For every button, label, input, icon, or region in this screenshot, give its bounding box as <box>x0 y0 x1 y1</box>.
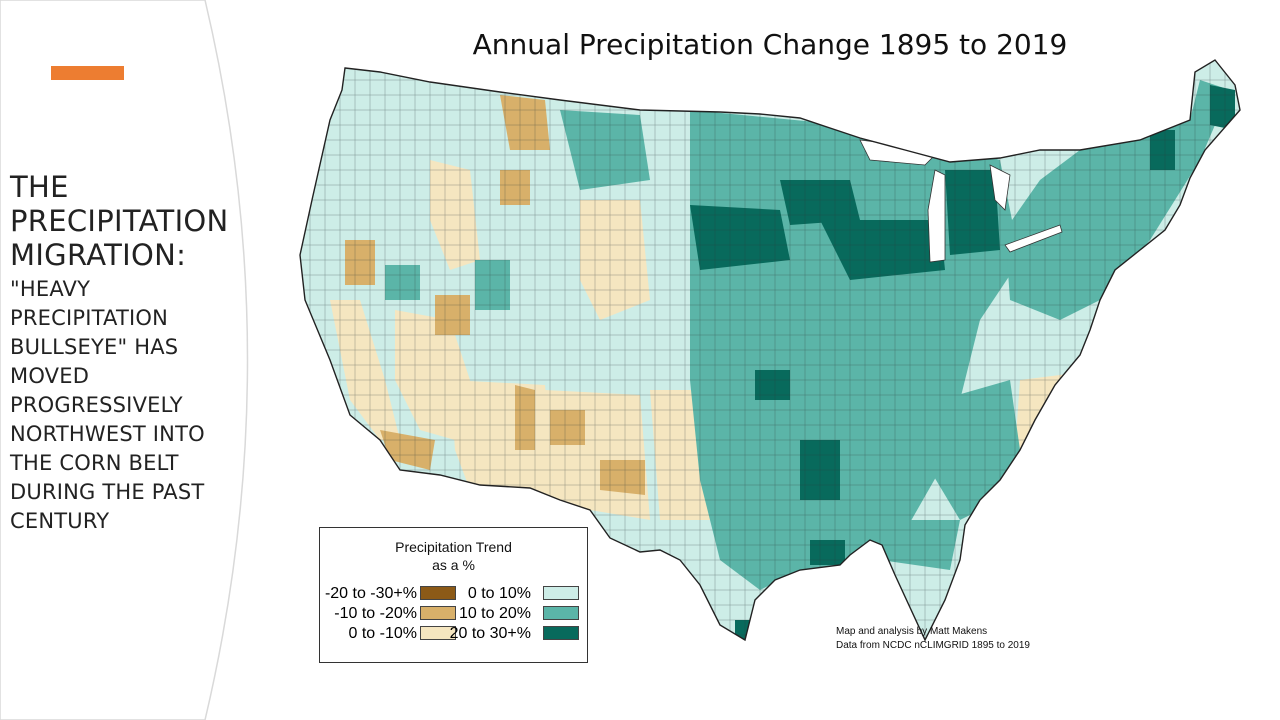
subheading-line: MOVED <box>10 364 90 388</box>
legend-title-line: Precipitation Trend <box>395 539 512 555</box>
legend-swatch <box>420 606 456 620</box>
legend-title: Precipitation Trend as a % <box>320 538 587 574</box>
region-dry-southeast <box>1015 370 1110 510</box>
lake-huron <box>989 164 1011 211</box>
accent-bar <box>51 66 124 80</box>
region-verywet-houston <box>810 540 845 565</box>
us-precipitation-map <box>299 59 1241 642</box>
region-dry-nevada-north <box>345 240 375 285</box>
legend-label: 0 to 10% <box>467 585 531 602</box>
credit-line: Map and analysis by Matt Makens <box>836 626 988 637</box>
left-panel-curve <box>0 0 249 720</box>
region-wet-nevada-east <box>385 265 420 300</box>
slide-subheading: "HEAVY PRECIPITATION BULLSEYE" HAS MOVED… <box>10 275 245 536</box>
region-verywet-michigan <box>945 170 1000 255</box>
region-wet-wyoming <box>475 260 510 310</box>
region-dry-utah <box>435 295 470 335</box>
legend-swatch <box>420 626 456 640</box>
legend-swatch <box>420 586 456 600</box>
region-dry-nevada <box>395 310 470 440</box>
legend-label: -20 to -30+% <box>324 585 417 602</box>
legend-swatch <box>543 586 579 600</box>
heading-line: MIGRATION: <box>10 238 187 272</box>
region-verywet-south-texas <box>735 620 765 640</box>
credit-line: Data from NCDC nCLIMGRID 1895 to 2019 <box>836 640 1030 651</box>
precip-regions <box>300 60 1240 640</box>
region-dry-newmexico-core <box>550 410 585 445</box>
heading-line: PRECIPITATION <box>10 204 229 238</box>
legend-label: 20 to 30+% <box>449 625 531 642</box>
region-dry-montana <box>500 95 550 150</box>
map-title: Annual Precipitation Change 1895 to 2019 <box>472 28 1068 61</box>
region-verywet-vermont <box>1150 130 1175 170</box>
subheading-line: CENTURY <box>10 509 110 533</box>
heading-line: THE <box>10 170 69 204</box>
legend-label: 10 to 20% <box>458 605 531 622</box>
region-dry-florida <box>1080 540 1140 600</box>
lake-michigan <box>927 169 946 263</box>
lake-erie <box>1004 224 1063 253</box>
region-dry-wyoming <box>500 170 530 205</box>
legend-title-line: as a % <box>432 557 475 573</box>
legend-swatch <box>543 606 579 620</box>
legend-swatch <box>543 626 579 640</box>
region-verywet-maine <box>1210 85 1235 130</box>
subheading-line: THE CORN BELT <box>10 451 179 475</box>
slide-title-block: THE PRECIPITATION MIGRATION: "HEAVY PREC… <box>10 170 245 536</box>
region-verywet-kansas <box>755 370 790 400</box>
us-outline <box>299 59 1241 642</box>
legend-label: -10 to -20% <box>334 605 417 622</box>
legend-label: 0 to -10% <box>348 625 417 642</box>
region-verywet-illinois <box>820 220 945 280</box>
subheading-line: "HEAVY <box>10 277 91 301</box>
subheading-line: PRECIPITATION <box>10 306 169 330</box>
region-dry-newmexico-south <box>600 460 645 495</box>
map-legend: Precipitation Trend as a % -20 to -30+% … <box>319 527 588 663</box>
region-dry-arizona-core <box>515 385 535 450</box>
subheading-line: PROGRESSIVELY <box>10 393 183 417</box>
subheading-line: NORTHWEST INTO <box>10 422 205 446</box>
subheading-line: BULLSEYE" HAS <box>10 335 179 359</box>
left-panel-background <box>0 0 249 720</box>
map-credit: Map and analysis by Matt Makens Data fro… <box>836 625 1030 653</box>
slide-heading: THE PRECIPITATION MIGRATION: <box>10 170 245 272</box>
subheading-line: DURING THE PAST <box>10 480 205 504</box>
